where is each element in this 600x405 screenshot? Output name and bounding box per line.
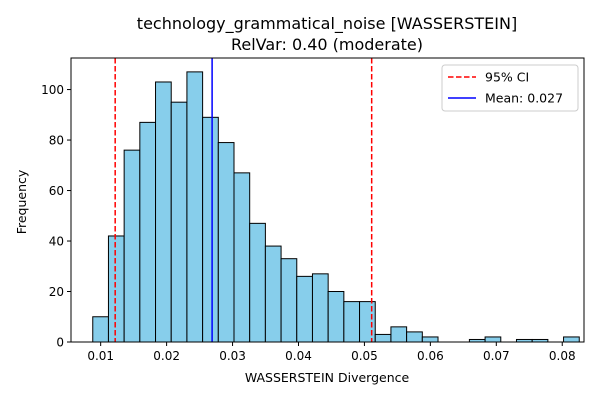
x-tick-label: 0.05 xyxy=(351,349,378,363)
histogram-bar xyxy=(406,331,423,343)
histogram-bar xyxy=(421,336,439,343)
legend-label: Mean: 0.027 xyxy=(485,91,563,106)
histogram-bar xyxy=(390,326,408,343)
histogram-bars xyxy=(92,71,580,343)
histogram-bar xyxy=(186,71,204,343)
histogram-bar xyxy=(374,333,392,343)
y-axis-ticks: 0 20 40 60 80 100 xyxy=(41,83,71,350)
histogram-bar xyxy=(107,235,125,343)
histogram-bar xyxy=(155,81,172,343)
histogram-bar xyxy=(264,245,282,343)
histogram-bar xyxy=(202,116,219,343)
legend-label: 95% CI xyxy=(485,70,529,85)
chart-title: technology_grammatical_noise [WASSERSTEI… xyxy=(137,14,517,34)
histogram-bar xyxy=(280,258,298,343)
x-tick-label: 0.02 xyxy=(153,349,180,363)
histogram-bar xyxy=(233,172,251,343)
plot-frame xyxy=(70,57,585,343)
chart-subtitle: RelVar: 0.40 (moderate) xyxy=(231,35,423,54)
legend: 95% CI Mean: 0.027 xyxy=(441,64,579,112)
histogram-bar xyxy=(217,142,235,343)
histogram-bar xyxy=(249,222,266,343)
histogram-bar xyxy=(296,275,313,343)
histogram-bar xyxy=(123,149,141,343)
histogram-bar xyxy=(92,316,109,343)
x-tick-label: 0.07 xyxy=(483,349,510,363)
histogram-bar xyxy=(311,273,329,343)
y-tick-label: 80 xyxy=(49,134,64,148)
y-tick-label: 20 xyxy=(49,285,64,299)
histogram-bar xyxy=(563,336,580,343)
x-tick-label: 0.01 xyxy=(87,349,114,363)
histogram-bar xyxy=(343,301,361,343)
histogram-bar xyxy=(327,291,345,343)
y-tick-label: 60 xyxy=(49,184,64,198)
y-tick-label: 40 xyxy=(49,235,64,249)
y-axis-label: Frequency xyxy=(14,169,29,234)
histogram-bar xyxy=(359,301,376,343)
x-axis-label: WASSERSTEIN Divergence xyxy=(245,370,410,385)
y-tick-label: 100 xyxy=(41,83,64,97)
x-tick-label: 0.06 xyxy=(417,349,444,363)
histogram-bar xyxy=(484,336,502,343)
histogram-bar xyxy=(139,121,157,343)
x-tick-label: 0.03 xyxy=(219,349,246,363)
x-axis-ticks: 0.01 0.02 0.03 0.04 0.05 0.06 0.07 0.08 xyxy=(87,342,576,363)
y-tick-label: 0 xyxy=(56,336,64,350)
reference-lines xyxy=(114,58,373,342)
x-tick-label: 0.04 xyxy=(285,349,312,363)
x-tick-label: 0.08 xyxy=(549,349,576,363)
histogram-bar xyxy=(170,101,188,343)
